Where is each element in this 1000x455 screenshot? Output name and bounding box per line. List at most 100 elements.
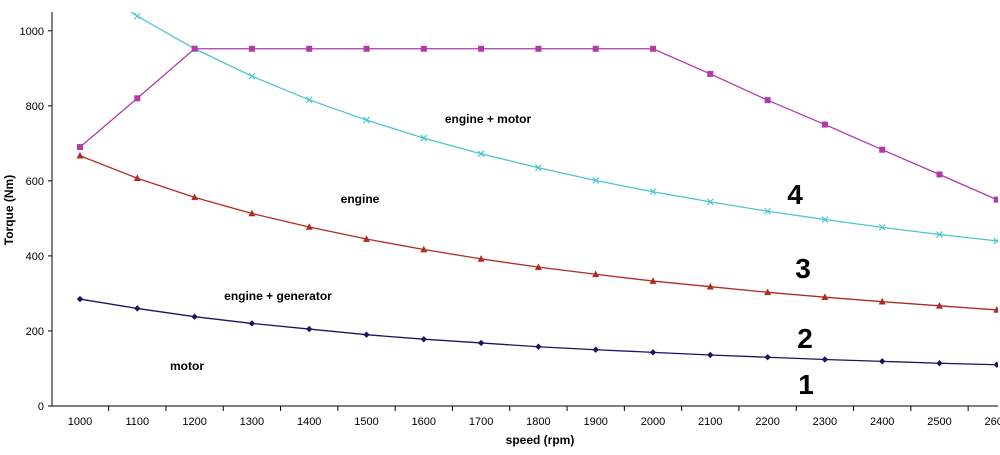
series-layer bbox=[76, 12, 998, 368]
x-tick-label: 2400 bbox=[870, 416, 894, 428]
data-point bbox=[77, 144, 83, 151]
data-point bbox=[420, 245, 428, 253]
axes: 0 200 400 600 800 1000 1000 1100 1200 1300 1400 150… bbox=[20, 12, 1000, 428]
annotation-a4: motor bbox=[170, 359, 204, 373]
y-axis-title: Torque (Nm) bbox=[2, 175, 16, 245]
x-tick-label: 2600 bbox=[985, 416, 1000, 428]
data-point bbox=[936, 171, 943, 178]
y-tick-label: 200 bbox=[26, 326, 44, 338]
data-point bbox=[363, 45, 370, 52]
x-tick-label: 1300 bbox=[240, 416, 264, 428]
annotation-n2: 2 bbox=[797, 323, 813, 354]
data-point bbox=[821, 121, 828, 128]
x-tick-label: 1400 bbox=[297, 416, 321, 428]
data-point bbox=[363, 235, 370, 242]
data-point bbox=[248, 320, 256, 327]
data-point bbox=[76, 295, 84, 303]
y-tick-label: 1000 bbox=[20, 26, 44, 38]
data-point bbox=[936, 231, 943, 238]
data-point bbox=[649, 188, 657, 196]
data-point bbox=[535, 45, 542, 52]
annotation-n3: 3 bbox=[795, 253, 811, 284]
series-line-s1 bbox=[79, 298, 997, 366]
data-point bbox=[191, 45, 198, 52]
data-point bbox=[650, 45, 656, 52]
data-point bbox=[878, 297, 886, 305]
data-point bbox=[420, 134, 428, 142]
annotation-n1: 1 bbox=[798, 369, 814, 400]
x-tick-label: 1800 bbox=[526, 416, 550, 428]
data-point bbox=[134, 305, 141, 312]
annotation-a3: engine + generator bbox=[224, 289, 332, 303]
data-point bbox=[363, 331, 370, 338]
data-point bbox=[649, 349, 657, 356]
data-point bbox=[879, 358, 886, 365]
data-point bbox=[764, 97, 771, 104]
y-tick-label: 800 bbox=[26, 101, 44, 113]
data-point bbox=[477, 255, 485, 262]
data-point bbox=[592, 177, 600, 184]
x-tick-label: 1900 bbox=[583, 416, 607, 428]
data-point bbox=[363, 116, 370, 124]
data-point bbox=[821, 293, 829, 300]
data-point bbox=[936, 360, 943, 367]
data-point bbox=[707, 351, 714, 359]
series-line-s4 bbox=[79, 48, 998, 201]
data-point bbox=[420, 45, 427, 52]
data-point bbox=[878, 223, 886, 231]
data-point bbox=[248, 72, 256, 80]
data-point bbox=[764, 207, 772, 215]
x-tick-label: 2100 bbox=[698, 416, 722, 428]
data-point bbox=[993, 306, 998, 313]
data-point bbox=[534, 164, 542, 172]
data-point bbox=[993, 361, 998, 368]
data-point bbox=[764, 354, 771, 361]
y-tick-label: 400 bbox=[26, 251, 44, 263]
data-point bbox=[592, 270, 600, 278]
data-point bbox=[649, 277, 657, 284]
y-tick-label: 600 bbox=[26, 176, 44, 188]
y-tick-label: 0 bbox=[38, 401, 44, 413]
data-point bbox=[306, 45, 313, 52]
data-point bbox=[707, 70, 714, 77]
data-point bbox=[477, 339, 485, 347]
x-tick-label: 1000 bbox=[68, 416, 92, 428]
data-point bbox=[305, 96, 313, 104]
x-tick-label: 2200 bbox=[755, 416, 779, 428]
x-tick-label: 2300 bbox=[813, 416, 837, 428]
data-point bbox=[535, 343, 542, 350]
data-point bbox=[305, 223, 313, 230]
series-s2 bbox=[76, 151, 998, 313]
data-point bbox=[191, 193, 199, 201]
data-point bbox=[592, 346, 599, 353]
data-point bbox=[993, 237, 998, 245]
x-tick-label: 1600 bbox=[412, 416, 436, 428]
data-point bbox=[248, 209, 256, 217]
data-point bbox=[306, 325, 313, 333]
x-tick-label: 1700 bbox=[469, 416, 493, 428]
data-point bbox=[764, 288, 772, 296]
x-axis-title: speed (rpm) bbox=[506, 433, 575, 447]
series-s4 bbox=[77, 45, 998, 203]
data-point bbox=[248, 45, 255, 52]
series-s3 bbox=[130, 12, 998, 245]
annotation-a2: engine bbox=[341, 192, 380, 206]
data-point bbox=[191, 313, 198, 320]
data-point bbox=[134, 95, 141, 102]
annotation-layer: engine + motor engine engine + generator mo… bbox=[170, 112, 814, 400]
annotation-a1: engine + motor bbox=[445, 112, 532, 126]
data-point bbox=[133, 12, 141, 20]
data-point bbox=[821, 356, 829, 363]
data-point bbox=[879, 146, 886, 153]
series-line-s3 bbox=[130, 12, 997, 242]
series-line-s2 bbox=[79, 155, 997, 311]
series-s1 bbox=[76, 295, 998, 368]
x-tick-label: 1100 bbox=[125, 416, 149, 428]
x-tick-label: 1500 bbox=[354, 416, 378, 428]
x-tick-label: 2500 bbox=[927, 416, 951, 428]
data-point bbox=[706, 198, 714, 206]
data-point bbox=[133, 174, 141, 182]
data-point bbox=[706, 282, 714, 290]
x-tick-label: 1200 bbox=[182, 416, 206, 428]
